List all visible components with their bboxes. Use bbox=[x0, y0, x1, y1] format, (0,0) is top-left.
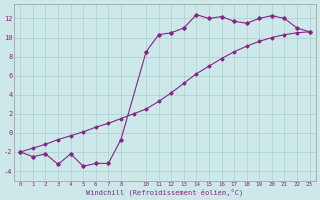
X-axis label: Windchill (Refroidissement éolien,°C): Windchill (Refroidissement éolien,°C) bbox=[86, 188, 244, 196]
